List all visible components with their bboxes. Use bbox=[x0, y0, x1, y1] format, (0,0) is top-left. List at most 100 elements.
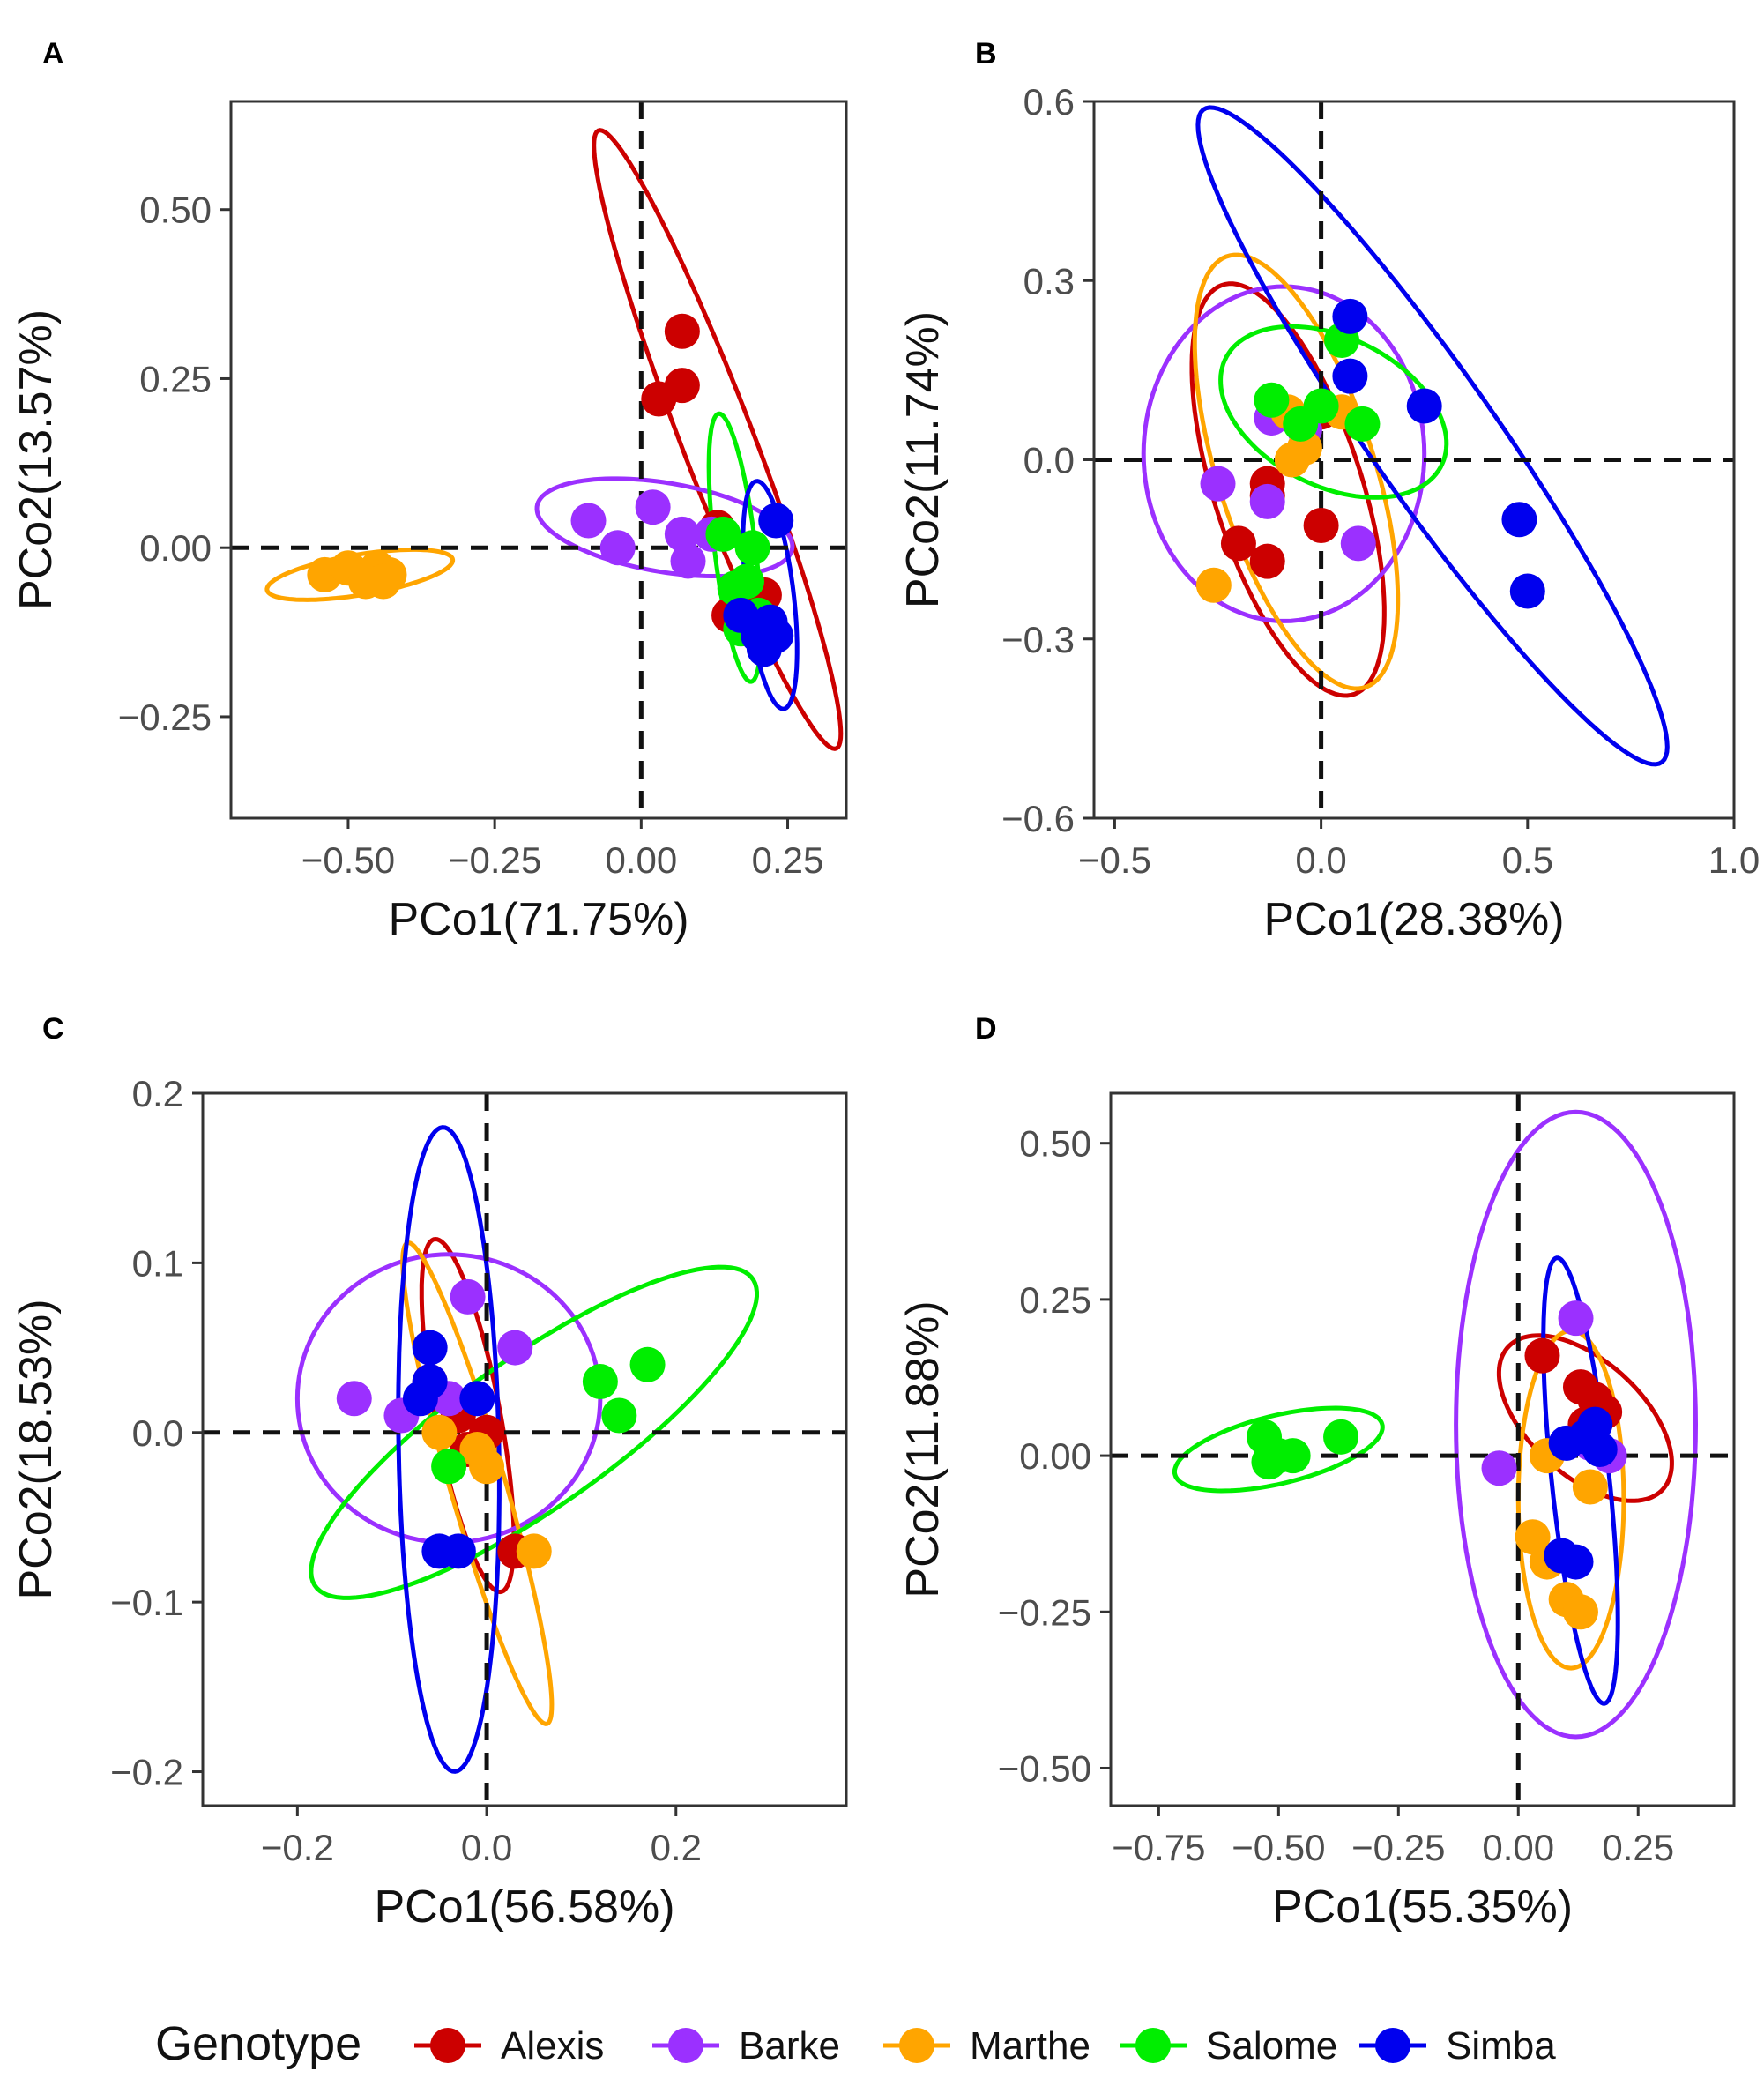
panel-a-frame bbox=[229, 100, 848, 820]
point-marthe-c-4 bbox=[421, 1414, 458, 1450]
x-axis-title-c: PCo1(56.58%) bbox=[374, 1881, 674, 1933]
legend-label-alexis: Alexis bbox=[501, 2024, 604, 2067]
panel-c-frame bbox=[201, 1091, 848, 1807]
point-barke-a-5 bbox=[670, 543, 706, 579]
y-tick-label-b-1: −0.6 bbox=[1001, 798, 1075, 839]
y-tick-label-b-4: 0.3 bbox=[1023, 260, 1075, 302]
point-marthe-d-5 bbox=[1572, 1469, 1608, 1505]
point-simba-c-4 bbox=[459, 1381, 495, 1417]
point-simba-c-1 bbox=[412, 1330, 448, 1366]
ellipse-barke-d bbox=[1454, 1109, 1699, 1740]
x-tick-label-c-1: −0.2 bbox=[261, 1827, 334, 1868]
y-tick-label-d-1: −0.50 bbox=[998, 1747, 1091, 1789]
y-tick-label-b-5: 0.6 bbox=[1023, 81, 1075, 123]
point-barke-c-3 bbox=[497, 1330, 533, 1366]
x-tick-label-b-4: 1.0 bbox=[1708, 839, 1760, 881]
panel-d-letter: D bbox=[975, 1012, 997, 1046]
y-tick-label-c-4: 0.1 bbox=[132, 1242, 183, 1284]
point-simba-b-2 bbox=[1332, 358, 1368, 394]
legend-key-dot-simba bbox=[1375, 2028, 1410, 2063]
legend-label-barke: Barke bbox=[739, 2024, 840, 2067]
x-tick-label-d-3: −0.25 bbox=[1351, 1827, 1445, 1868]
x-tick-label-b-2: 0.0 bbox=[1295, 839, 1346, 881]
legend-label-salome: Salome bbox=[1206, 2024, 1337, 2067]
point-barke-b-3 bbox=[1200, 466, 1236, 502]
ellipse-alexis-d bbox=[1496, 1333, 1674, 1503]
panel-d-plot-area bbox=[1111, 1093, 1734, 1806]
legend-item-salome: Salome bbox=[1120, 2024, 1337, 2067]
ellipse-salome-d bbox=[1172, 1405, 1385, 1494]
point-alexis-a-3 bbox=[664, 368, 700, 404]
ellipse-alexis-a bbox=[592, 128, 844, 751]
panel-b-plot-area bbox=[1094, 101, 1734, 818]
x-tick-label-a-4: 0.25 bbox=[752, 839, 824, 881]
ellipse-salome-b bbox=[1218, 324, 1449, 500]
ellipse-simba-b bbox=[1195, 105, 1670, 767]
point-barke-b-5 bbox=[1340, 525, 1376, 562]
point-salome-c-4 bbox=[431, 1449, 467, 1485]
point-marthe-c-2 bbox=[459, 1432, 495, 1467]
x-tick-label-b-3: 0.5 bbox=[1502, 839, 1553, 881]
point-barke-a-2 bbox=[599, 530, 636, 566]
point-alexis-b-3 bbox=[1249, 543, 1285, 579]
legend-item-simba: Simba bbox=[1359, 2024, 1556, 2067]
point-barke-a-1 bbox=[570, 503, 607, 539]
y-tick-label-d-5: 0.50 bbox=[1019, 1123, 1091, 1165]
y-axis-title-d: PCo2(11.88%) bbox=[897, 1300, 949, 1598]
point-simba-b-5 bbox=[1509, 573, 1545, 609]
point-marthe-b-4 bbox=[1195, 567, 1232, 603]
panel-d-frame bbox=[1109, 1091, 1736, 1807]
ellipse-marthe-b bbox=[1192, 252, 1401, 691]
point-salome-a-6 bbox=[734, 530, 770, 566]
point-alexis-b-4 bbox=[1303, 508, 1339, 544]
legend-key-dot-marthe bbox=[899, 2028, 934, 2063]
point-salome-a-1 bbox=[705, 516, 741, 552]
point-salome-b-4 bbox=[1283, 406, 1319, 442]
y-tick-label-a-1: −0.25 bbox=[118, 697, 212, 738]
panels-layer: A −0.50 −0.25 0.00 0.25 −0.25 0.00 0.25 0.50 PCo1… bbox=[11, 37, 1760, 1933]
y-tick-label-c-1: −0.2 bbox=[110, 1752, 183, 1793]
y-tick-label-a-4: 0.50 bbox=[139, 190, 212, 231]
ellipse-barke-c bbox=[294, 1252, 603, 1546]
legend-key-dot-salome bbox=[1135, 2028, 1171, 2063]
point-salome-c-3 bbox=[601, 1397, 637, 1434]
point-barke-d-2 bbox=[1558, 1300, 1594, 1337]
point-simba-a-5 bbox=[723, 597, 759, 633]
point-simba-b-1 bbox=[1332, 298, 1368, 334]
y-tick-label-b-2: −0.3 bbox=[1001, 619, 1075, 660]
panel-a-letter: A bbox=[42, 37, 64, 71]
ellipse-marthe-a bbox=[264, 547, 456, 602]
legend-title: Genotype bbox=[155, 2017, 361, 2070]
x-tick-label-b-1: −0.5 bbox=[1078, 839, 1151, 881]
legend-item-marthe: Marthe bbox=[883, 2024, 1090, 2067]
y-tick-label-b-3: 0.0 bbox=[1023, 440, 1075, 481]
y-tick-label-a-2: 0.00 bbox=[139, 527, 212, 569]
point-marthe-b-3 bbox=[1274, 442, 1310, 478]
point-salome-b-1 bbox=[1254, 382, 1290, 418]
point-marthe-c-3 bbox=[516, 1533, 552, 1569]
point-marthe-d-4 bbox=[1562, 1594, 1598, 1630]
point-alexis-d-1 bbox=[1524, 1337, 1560, 1374]
point-barke-c-1 bbox=[336, 1381, 372, 1417]
point-alexis-b-2 bbox=[1220, 525, 1256, 562]
x-tick-label-d-5: 0.25 bbox=[1602, 1827, 1674, 1868]
y-tick-label-d-3: 0.00 bbox=[1019, 1435, 1091, 1477]
y-axis-title-b: PCo2(11.74%) bbox=[897, 311, 949, 608]
x-tick-label-d-1: −0.75 bbox=[1112, 1827, 1205, 1868]
y-tick-label-d-2: −0.25 bbox=[998, 1591, 1091, 1633]
y-tick-label-c-2: −0.1 bbox=[110, 1582, 183, 1623]
panel-c-letter: C bbox=[42, 1012, 64, 1046]
panel-b-letter: B bbox=[975, 37, 997, 71]
x-tick-label-a-2: −0.25 bbox=[448, 839, 541, 881]
point-alexis-a-1 bbox=[664, 313, 700, 349]
ellipse-alexis-b bbox=[1189, 281, 1387, 698]
point-barke-a-3 bbox=[635, 489, 671, 525]
x-tick-label-c-3: 0.2 bbox=[651, 1827, 702, 1868]
y-tick-label-c-3: 0.0 bbox=[132, 1412, 183, 1454]
y-tick-label-c-5: 0.2 bbox=[132, 1073, 183, 1114]
point-marthe-a-6 bbox=[365, 563, 401, 600]
x-tick-label-d-4: 0.00 bbox=[1482, 1827, 1554, 1868]
panel-c: C −0.2 0.0 0.2 −0.2 −0.1 0.0 0.1 0.2 PCo1(56.58%)… bbox=[11, 1012, 848, 1933]
panel-d: D −0.75 −0.50 −0.25 0.00 0.25 −0.50 −0.25 0.00 0.… bbox=[897, 1012, 1736, 1933]
